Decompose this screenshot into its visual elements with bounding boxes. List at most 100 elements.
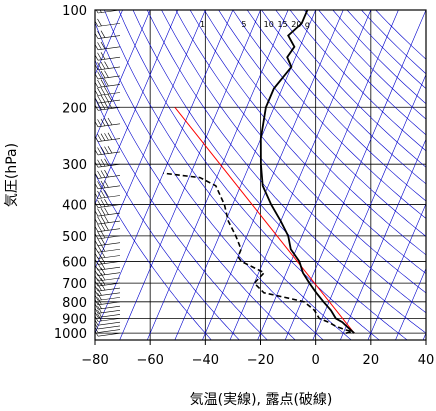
wind-barb-flag-350-2: [100, 180, 106, 189]
wind-barb-475: [95, 223, 121, 232]
wind-barb-flag-250-4: [107, 132, 113, 140]
wind-barb-flag-725-2: [100, 282, 106, 291]
wind-barb-flag-250-1: [97, 133, 102, 142]
wind-barb-flag-120-1: [97, 30, 102, 39]
wind-barb-flag-525-0: [95, 239, 99, 246]
wind-barb-flag-600-0: [95, 258, 99, 265]
wind-barb-875: [95, 309, 121, 318]
wind-barb-flag-850-1: [97, 305, 102, 314]
wind-barb-flag-625-1: [97, 262, 102, 270]
wind-barb-flag-140-2: [100, 52, 106, 60]
reference-line: [174, 106, 355, 334]
wind-barb-flag-325-3: [104, 169, 109, 178]
wind-barb-675: [95, 272, 121, 282]
wind-barb-flag-675-1: [97, 273, 102, 281]
y-tick-label-700: 700: [62, 277, 87, 292]
wind-barb-flag-475-2: [100, 223, 106, 231]
wind-barb-staff-375: [97, 195, 121, 199]
wind-barb-flag-275-3: [104, 146, 109, 154]
wind-barb-200: [95, 101, 121, 111]
dry-adiabat-170: [332, 10, 426, 105]
wind-barb-staff-200: [97, 106, 121, 111]
wind-barb-staff-170: [97, 84, 121, 88]
wind-barb-flag-190-3: [104, 94, 109, 102]
wind-barb-400: [95, 199, 121, 208]
wind-barb-flag-650-0: [95, 269, 99, 276]
wind-barb-325: [95, 169, 121, 179]
y-tick-label-600: 600: [62, 255, 87, 270]
wind-barb-flag-375-2: [100, 190, 106, 198]
wind-barb-150: [95, 61, 121, 71]
wind-barb-flag-575-0: [95, 252, 99, 259]
dry-adiabat-90: [218, 10, 426, 237]
wind-barb-flag-110-1: [97, 18, 102, 27]
wind-barb-staff-700: [97, 282, 121, 287]
wind-barb-450: [95, 215, 121, 225]
skewed-isotherm-40: [422, 332, 426, 340]
wind-barb-flag-250-3: [104, 133, 109, 141]
wind-barb-flag-250-2: [100, 133, 106, 141]
wind-barb-staff-900: [97, 318, 121, 322]
wind-barb-750: [95, 288, 121, 297]
dry-adiabat-100: [232, 10, 426, 219]
wind-barb-flag-850-0: [95, 307, 99, 314]
wind-barb-flag-200-0: [95, 104, 99, 111]
wind-barb-staff-425: [97, 212, 121, 217]
wind-barb-flag-350-1: [97, 181, 102, 189]
wind-barb-staff-300: [97, 163, 121, 168]
wind-barb-170: [95, 78, 121, 88]
wind-barb-staff-600: [97, 261, 121, 265]
wind-barb-staff-725: [97, 287, 121, 292]
wind-barb-staff-140: [97, 56, 121, 61]
wind-barb-flag-375-1: [97, 190, 102, 199]
wind-barb-flag-180-0: [95, 89, 99, 96]
wind-barb-staff-325: [97, 175, 121, 179]
wind-barb-flag-190-2: [100, 95, 106, 103]
dry-adiabat-140: [289, 10, 426, 152]
dry-adiabat-0: [95, 22, 324, 340]
wind-barb-950: [95, 323, 121, 330]
x-tick-label--20: −20: [247, 353, 274, 368]
wind-barb-flag-130-0: [95, 43, 99, 50]
wind-barb-625: [95, 262, 121, 271]
wind-barb-flag-950-0: [95, 323, 99, 330]
wind-barb-flag-425-3: [104, 207, 109, 215]
wind-barb-flag-160-2: [100, 70, 106, 79]
wind-barb-flag-875-1: [97, 309, 102, 318]
wind-barb-staff-110: [97, 23, 121, 27]
wind-barb-flag-800-1: [97, 297, 102, 305]
wind-barb-staff-550: [97, 248, 121, 253]
wind-barb-flag-150-0: [95, 64, 99, 71]
wind-barb-flag-425-1: [97, 208, 102, 216]
wind-barb-825: [95, 301, 121, 310]
wind-barb-350: [95, 180, 121, 190]
wind-barb-flag-625-0: [95, 264, 99, 271]
y-tick-label-1000: 1000: [54, 327, 87, 342]
wind-barb-flag-100-1: [99, 10, 102, 13]
dry-adiabat-130: [275, 10, 426, 168]
wind-barb-staff-650: [97, 272, 121, 276]
wind-barb-flag-425-2: [100, 208, 106, 216]
wind-barb-110: [95, 18, 121, 27]
wind-barb-flag-190-1: [97, 95, 102, 103]
skewed-isotherm-10: [340, 138, 426, 340]
wind-barb-flag-450-1: [97, 216, 102, 224]
wind-barb-flag-375-3: [104, 190, 109, 198]
wind-barb-flag-200-1: [97, 102, 102, 110]
wind-barb-flag-725-1: [97, 283, 102, 291]
wind-barb-staff-625: [97, 266, 121, 271]
wind-barb-flag-180-3: [104, 86, 109, 95]
y-tick-label-200: 200: [62, 101, 87, 116]
wind-barb-190: [95, 94, 121, 104]
wind-barb-flag-140-1: [97, 52, 102, 60]
wind-barb-130: [95, 41, 121, 51]
wind-barb-flag-160-3: [104, 70, 109, 78]
x-tick-label--40: −40: [192, 353, 219, 368]
wind-barb-staff-350: [97, 185, 121, 190]
wind-barb-flag-110-0: [95, 20, 99, 27]
wind-barb-staff-575: [97, 255, 121, 259]
y-tick-label-100: 100: [62, 4, 87, 19]
wind-barb-flag-675-0: [95, 275, 99, 282]
wind-barb-flag-800-0: [95, 298, 99, 305]
